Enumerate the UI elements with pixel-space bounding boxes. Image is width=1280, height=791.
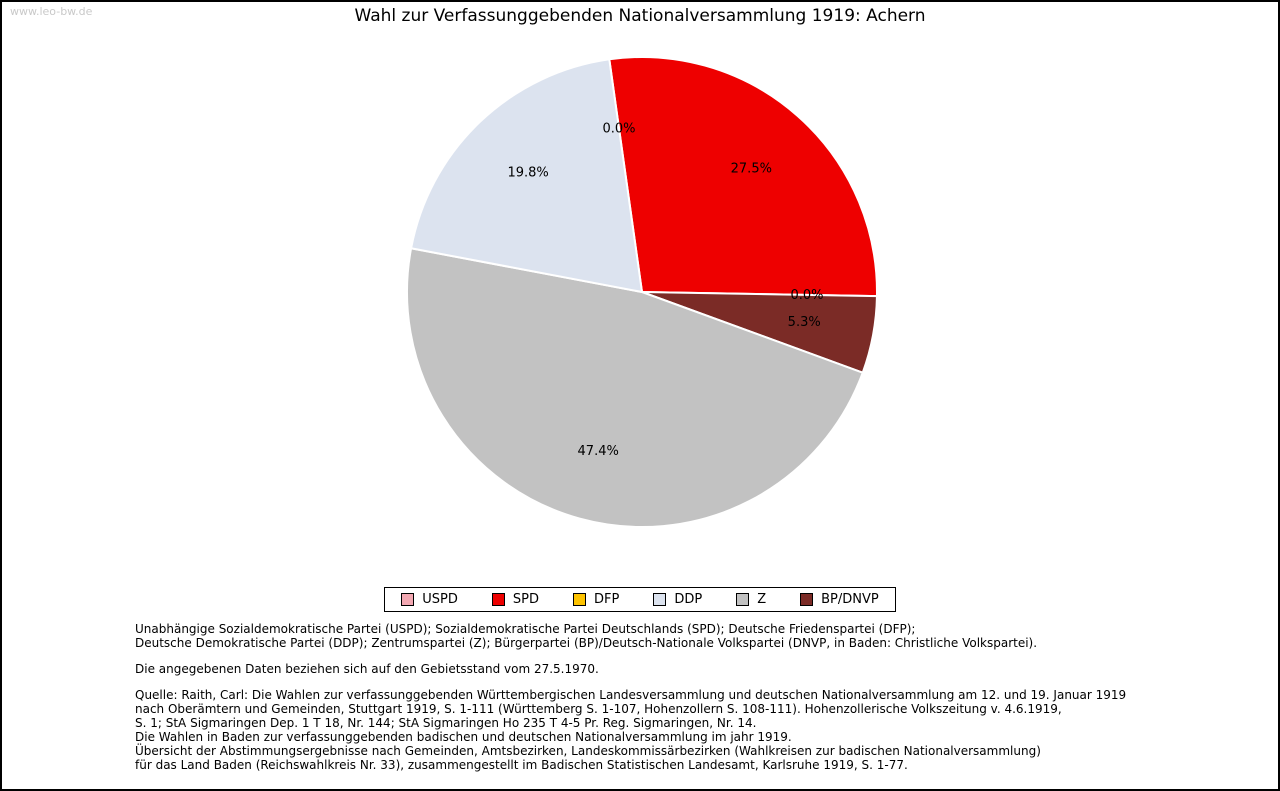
legend-swatch-spd — [491, 593, 505, 606]
pie-slice-ddp — [409, 58, 644, 294]
pie-chart-svg: 0.0% 27.5% 0.0% 5.3% 47.4% 19.8% — [406, 56, 878, 528]
party-abbreviations-note: Unabhängige Sozialdemokratische Partei (… — [135, 622, 1258, 650]
pie-slice-spd — [608, 56, 878, 298]
legend-label-ddp: DDP — [674, 592, 703, 607]
note-line: Deutsche Demokratische Partei (DDP); Zen… — [135, 636, 1038, 650]
legend-label-dfp: DFP — [594, 592, 620, 607]
chart-title: Wahl zur Verfassunggebenden Nationalvers… — [354, 6, 926, 26]
footnotes: Unabhängige Sozialdemokratische Partei (… — [135, 622, 1258, 784]
note-line: nach Oberämtern und Gemeinden, Stuttgart… — [135, 702, 1062, 716]
note-line: Die angegebenen Daten beziehen sich auf … — [135, 662, 599, 676]
legend-swatch-dfp — [573, 593, 586, 606]
pie-chart: 0.0% 27.5% 0.0% 5.3% 47.4% 19.8% — [402, 52, 882, 532]
pie-value-label-dfp: 0.0% — [790, 288, 823, 303]
note-line: Übersicht der Abstimmungsergebnisse nach… — [135, 744, 1041, 758]
note-line: Unabhängige Sozialdemokratische Partei (… — [135, 622, 916, 636]
legend-swatch-uspd — [401, 593, 415, 606]
legend-item-uspd: USPD — [401, 592, 458, 607]
legend: USPD SPD DFP DDP Z BP/DNVP — [2, 587, 1278, 612]
pie-slice-z — [406, 247, 865, 528]
watermark: www.leo-bw.de — [10, 5, 93, 18]
legend-box: USPD SPD DFP DDP Z BP/DNVP — [384, 587, 896, 612]
legend-swatch-z — [736, 593, 750, 606]
legend-item-z: Z — [736, 592, 766, 607]
data-status-note: Die angegebenen Daten beziehen sich auf … — [135, 662, 1258, 676]
legend-item-ddp: DDP — [653, 592, 702, 607]
legend-label-uspd: USPD — [422, 592, 458, 607]
legend-item-spd: SPD — [491, 592, 539, 607]
legend-label-bp-dnvp: BP/DNVP — [821, 592, 879, 607]
legend-item-dfp: DFP — [573, 592, 619, 607]
legend-swatch-ddp — [653, 593, 667, 606]
legend-swatch-bp-dnvp — [800, 593, 814, 606]
note-line: Die Wahlen in Baden zur verfassunggebend… — [135, 730, 792, 744]
legend-item-bp-dnvp: BP/DNVP — [800, 592, 879, 607]
note-line: Quelle: Raith, Carl: Die Wahlen zur verf… — [135, 688, 1127, 702]
pie-value-label-bp-dnvp: 5.3% — [788, 315, 821, 330]
pie-value-label-spd: 27.5% — [731, 161, 772, 176]
pie-value-label-uspd: 0.0% — [602, 122, 635, 137]
pie-value-label-z: 47.4% — [578, 444, 619, 459]
note-line: für das Land Baden (Reichswahlkreis Nr. … — [135, 758, 908, 772]
note-line: S. 1; StA Sigmaringen Dep. 1 T 18, Nr. 1… — [135, 716, 757, 730]
legend-label-spd: SPD — [512, 592, 539, 607]
pie-value-label-ddp: 19.8% — [507, 166, 548, 181]
source-note: Quelle: Raith, Carl: Die Wahlen zur verf… — [135, 688, 1258, 772]
legend-label-z: Z — [757, 592, 767, 607]
